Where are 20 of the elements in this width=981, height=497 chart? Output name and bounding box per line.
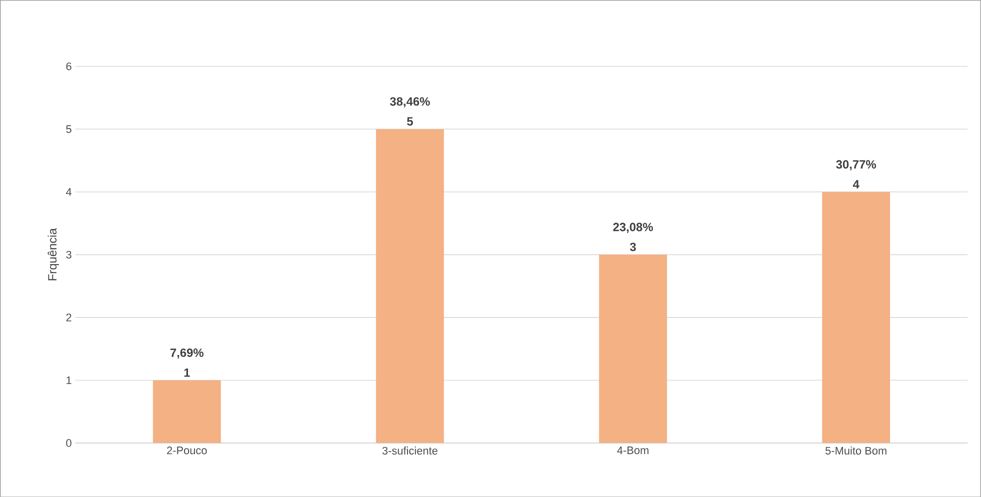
- y-tick-label: 5: [66, 125, 72, 133]
- y-tick-label: 2: [66, 313, 72, 322]
- bar: [599, 254, 667, 443]
- bar: [376, 128, 444, 443]
- x-tick-label: 5-Muito Bom: [825, 446, 886, 454]
- data-label: 30,77% 4: [836, 160, 876, 188]
- data-label: 23,08% 3: [613, 222, 653, 251]
- y-tick-label: 4: [66, 188, 72, 196]
- bar: [152, 380, 221, 443]
- y-tick-label: 3: [66, 250, 72, 258]
- y-tick-label: 0: [66, 438, 72, 447]
- x-tick-label: 2-Pouco: [167, 446, 207, 454]
- data-label: 7,69% 1: [170, 348, 204, 377]
- x-tick-label: 4-Bom: [617, 446, 648, 454]
- y-tick-label: 1: [66, 376, 72, 384]
- data-label: 38,46% 5: [390, 97, 430, 126]
- x-tick-label: 3-suficiente: [382, 446, 438, 454]
- y-tick-label: 6: [66, 62, 72, 70]
- y-axis-title: Frquência: [48, 228, 59, 280]
- bar: [822, 192, 890, 443]
